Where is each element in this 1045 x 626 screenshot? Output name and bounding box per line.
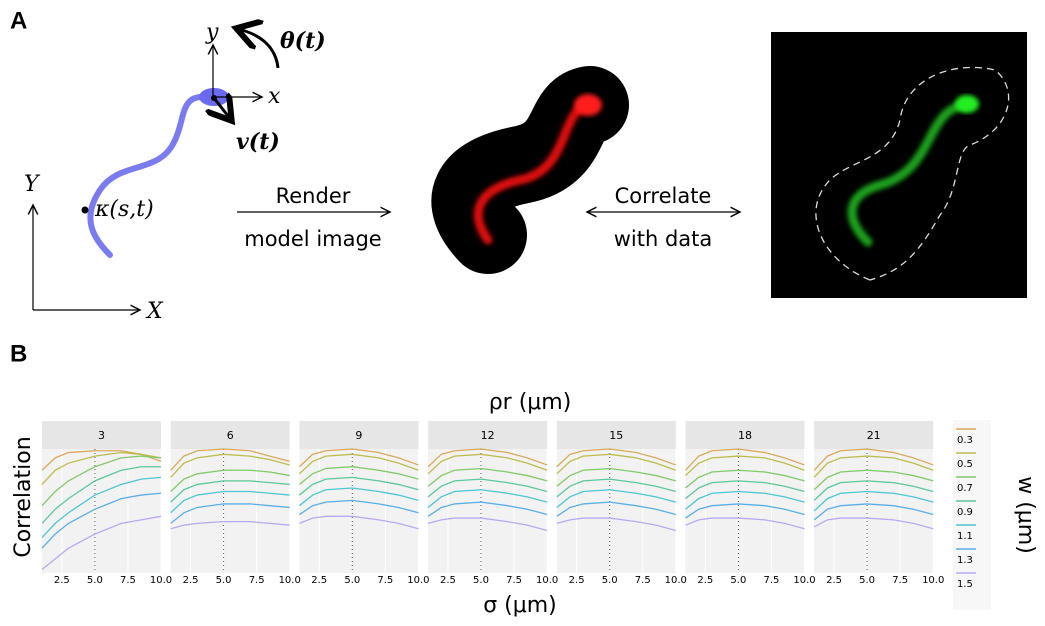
x-tick-label: 10.0 bbox=[793, 575, 815, 586]
model-head bbox=[574, 94, 602, 116]
x-tick-label: 2.5 bbox=[569, 575, 585, 586]
x-tick-label: 5.0 bbox=[344, 575, 360, 586]
facet-label: 21 bbox=[867, 429, 881, 442]
legend-label: 0.5 bbox=[957, 459, 973, 470]
rotation-arrow bbox=[242, 30, 278, 68]
correlate-label: Correlate bbox=[615, 184, 712, 208]
y-axis-label: Correlation bbox=[11, 436, 36, 557]
x-tick-label: 2.5 bbox=[826, 575, 842, 586]
facet-label: 15 bbox=[609, 429, 623, 442]
x-tick-label: 2.5 bbox=[697, 575, 713, 586]
x-tick-label: 10.0 bbox=[536, 575, 558, 586]
legend-label: 0.3 bbox=[957, 435, 973, 446]
facet-label: 3 bbox=[98, 429, 105, 442]
legend-label: 1.1 bbox=[957, 531, 973, 542]
x-tick-label: 7.5 bbox=[892, 575, 908, 586]
x-tick-label: 10.0 bbox=[407, 575, 429, 586]
legend-label: 0.9 bbox=[957, 507, 973, 518]
facet-label: 18 bbox=[738, 429, 752, 442]
world-x-label: X bbox=[145, 299, 164, 324]
x-tick-label: 7.5 bbox=[763, 575, 779, 586]
data-head bbox=[955, 95, 979, 113]
curvature-label: κ(s,t) bbox=[94, 197, 154, 222]
x-tick-label: 5.0 bbox=[87, 575, 103, 586]
facet-title: ρr (μm) bbox=[489, 390, 572, 415]
x-tick-label: 5.0 bbox=[859, 575, 875, 586]
x-tick-label: 10.0 bbox=[279, 575, 301, 586]
facet-label: 9 bbox=[355, 429, 362, 442]
render-label: model image bbox=[244, 227, 381, 251]
facet-panel bbox=[428, 449, 547, 573]
x-tick-label: 5.0 bbox=[216, 575, 232, 586]
facet-panel bbox=[557, 449, 676, 573]
x-tick-label: 5.0 bbox=[602, 575, 618, 586]
rotation-label: θ(t) bbox=[280, 28, 326, 54]
figure: A y x θ(t) v(t) Y X κ(s,t) Render model … bbox=[0, 0, 1045, 626]
panel-b: B ρr (μm) Correlation σ (μm) w (μm) 3 2.5… bbox=[10, 340, 1038, 618]
panel-label: A bbox=[10, 7, 27, 34]
x-tick-label: 5.0 bbox=[473, 575, 489, 586]
legend-label: 1.3 bbox=[957, 555, 973, 566]
render-label: Render bbox=[276, 184, 351, 208]
worm-model bbox=[90, 97, 205, 255]
world-y-label: Y bbox=[24, 172, 41, 197]
velocity-label: v(t) bbox=[236, 129, 280, 155]
x-tick-label: 5.0 bbox=[730, 575, 746, 586]
legend-label: 1.5 bbox=[957, 579, 973, 590]
facet-panel bbox=[814, 449, 933, 573]
x-tick-label: 2.5 bbox=[311, 575, 327, 586]
x-tick-label: 7.5 bbox=[377, 575, 393, 586]
x-tick-label: 10.0 bbox=[150, 575, 172, 586]
facet-label: 12 bbox=[481, 429, 495, 442]
facet-label: 6 bbox=[227, 429, 234, 442]
x-tick-label: 7.5 bbox=[635, 575, 651, 586]
legend-title: w (μm) bbox=[1013, 476, 1038, 554]
x-tick-label: 7.5 bbox=[506, 575, 522, 586]
x-tick-label: 7.5 bbox=[249, 575, 265, 586]
frame-x-label: x bbox=[268, 84, 281, 109]
x-tick-label: 2.5 bbox=[54, 575, 70, 586]
data-image bbox=[771, 32, 1027, 298]
x-tick-label: 7.5 bbox=[120, 575, 136, 586]
facet-panel bbox=[686, 449, 805, 573]
x-tick-label: 10.0 bbox=[922, 575, 944, 586]
point bbox=[82, 207, 89, 214]
x-axis-label: σ (μm) bbox=[483, 593, 557, 618]
correlate-label: with data bbox=[614, 227, 713, 251]
panel-label: B bbox=[10, 340, 27, 367]
legend-label: 0.7 bbox=[957, 483, 973, 494]
x-tick-label: 10.0 bbox=[665, 575, 687, 586]
x-tick-label: 2.5 bbox=[440, 575, 456, 586]
x-tick-label: 2.5 bbox=[183, 575, 199, 586]
frame-y-label: y bbox=[205, 20, 219, 45]
